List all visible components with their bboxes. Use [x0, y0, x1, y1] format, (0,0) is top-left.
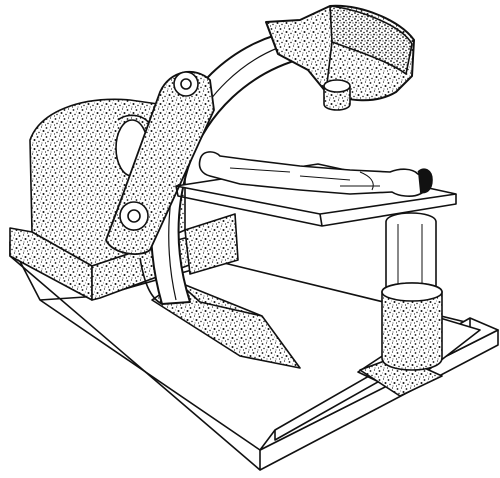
- pedestal-column: [381, 212, 443, 371]
- lens-cylinder: [323, 79, 351, 111]
- x-ray-head: [265, 4, 415, 102]
- arm-carriage: [105, 71, 215, 255]
- patient-figure: [198, 151, 433, 197]
